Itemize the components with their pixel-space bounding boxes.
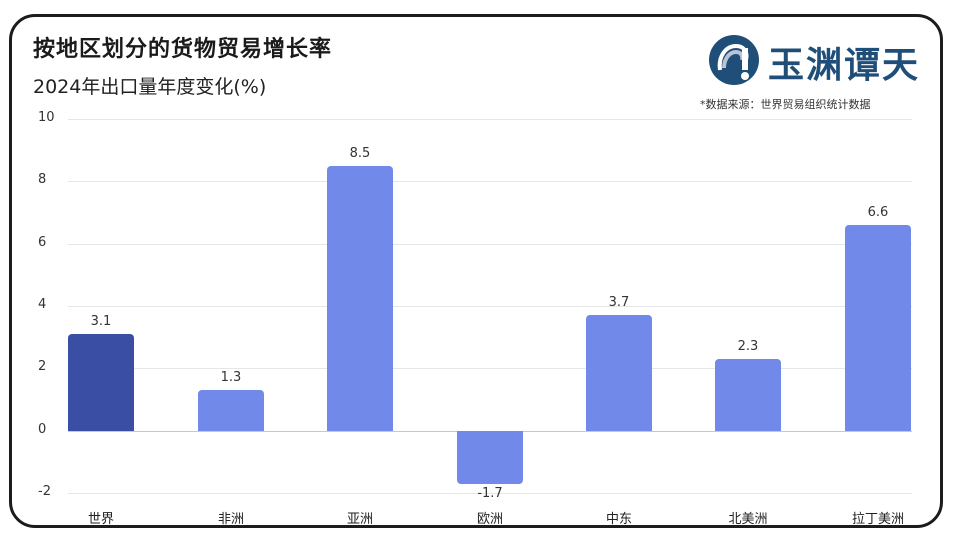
bar-value-label: 3.1: [90, 314, 112, 330]
gridline: [68, 493, 912, 494]
bar-5: [715, 358, 781, 431]
x-category-label: 世界: [87, 512, 114, 527]
gridline: [68, 368, 912, 370]
x-category-label: 亚洲: [346, 512, 373, 527]
bar-value-label: 1.3: [220, 370, 242, 386]
bar-0: [68, 334, 134, 431]
x-category-label: 北美洲: [728, 512, 768, 527]
gridline: [68, 306, 912, 307]
bar-value-label: 8.5: [349, 145, 371, 161]
x-category-label: 拉丁美洲: [851, 512, 904, 527]
bar-value-label: 3.7: [608, 295, 630, 311]
bar-6: [845, 224, 911, 431]
logo-text: 玉渊谭天: [768, 44, 921, 86]
bar-value-label: -1.7: [477, 485, 503, 501]
y-tick-label: 8: [38, 172, 47, 188]
bar-1: [198, 390, 264, 431]
gridline: [68, 243, 912, 245]
y-tick-label: 4: [38, 297, 47, 312]
bar-value-label: 6.6: [867, 204, 889, 220]
logo: 玉渊谭天: [708, 32, 928, 88]
bar-3: [457, 430, 523, 484]
y-tick-label: 10: [38, 110, 55, 125]
bar-4: [586, 315, 652, 431]
y-tick-label: 6: [38, 234, 47, 250]
y-tick-label: 2: [38, 359, 47, 375]
bar-2: [327, 165, 393, 431]
bar-value-label: 2.3: [737, 338, 759, 354]
gridline: [68, 181, 912, 183]
x-category-label: 欧洲: [476, 512, 503, 527]
chart-subtitle: 2024年出口量年度变化(%): [33, 76, 267, 98]
x-category-label: 非洲: [217, 512, 244, 527]
y-tick-label: -2: [38, 484, 51, 499]
globe-logo-icon: [709, 35, 759, 85]
source-note: *数据来源：世界贸易组织统计数据: [700, 98, 871, 111]
x-category-label: 中东: [605, 512, 632, 527]
gridline: [68, 119, 912, 120]
chart-title: 按地区划分的货物贸易增长率: [33, 37, 333, 62]
y-tick-label: 0: [38, 421, 47, 437]
